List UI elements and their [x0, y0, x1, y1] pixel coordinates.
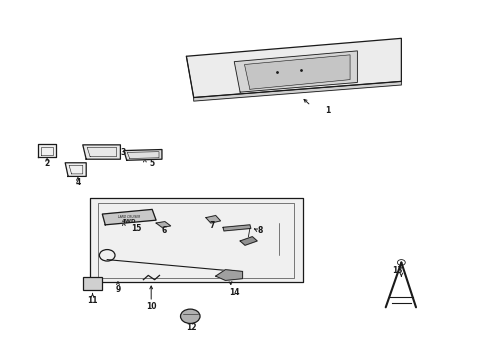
Polygon shape — [223, 225, 251, 231]
Polygon shape — [65, 163, 86, 176]
Polygon shape — [124, 149, 162, 160]
Text: 3: 3 — [120, 148, 125, 157]
Polygon shape — [90, 198, 303, 282]
Circle shape — [180, 309, 200, 323]
Polygon shape — [83, 145, 121, 159]
Polygon shape — [102, 210, 156, 225]
Text: 12: 12 — [186, 323, 196, 332]
Polygon shape — [186, 39, 401, 98]
Text: 15: 15 — [131, 224, 142, 233]
Text: 4WD: 4WD — [122, 220, 136, 224]
Polygon shape — [240, 237, 257, 245]
Text: 8: 8 — [258, 226, 263, 235]
Text: 7: 7 — [209, 221, 215, 230]
Polygon shape — [38, 144, 56, 157]
Text: 11: 11 — [87, 296, 98, 305]
Text: 14: 14 — [229, 288, 240, 297]
Text: LAND CRUISER: LAND CRUISER — [118, 215, 140, 219]
Polygon shape — [206, 216, 220, 223]
Text: 5: 5 — [149, 159, 155, 168]
Polygon shape — [156, 222, 171, 227]
Polygon shape — [245, 55, 350, 89]
Text: 4: 4 — [75, 178, 80, 187]
Text: 10: 10 — [146, 302, 156, 311]
Text: 9: 9 — [115, 285, 121, 294]
Text: 13: 13 — [392, 266, 403, 275]
Bar — [83, 277, 102, 291]
Polygon shape — [194, 81, 401, 101]
Text: 6: 6 — [162, 226, 167, 235]
Polygon shape — [216, 270, 243, 280]
Polygon shape — [234, 51, 357, 92]
Text: 1: 1 — [325, 105, 331, 114]
Text: 2: 2 — [45, 159, 50, 168]
